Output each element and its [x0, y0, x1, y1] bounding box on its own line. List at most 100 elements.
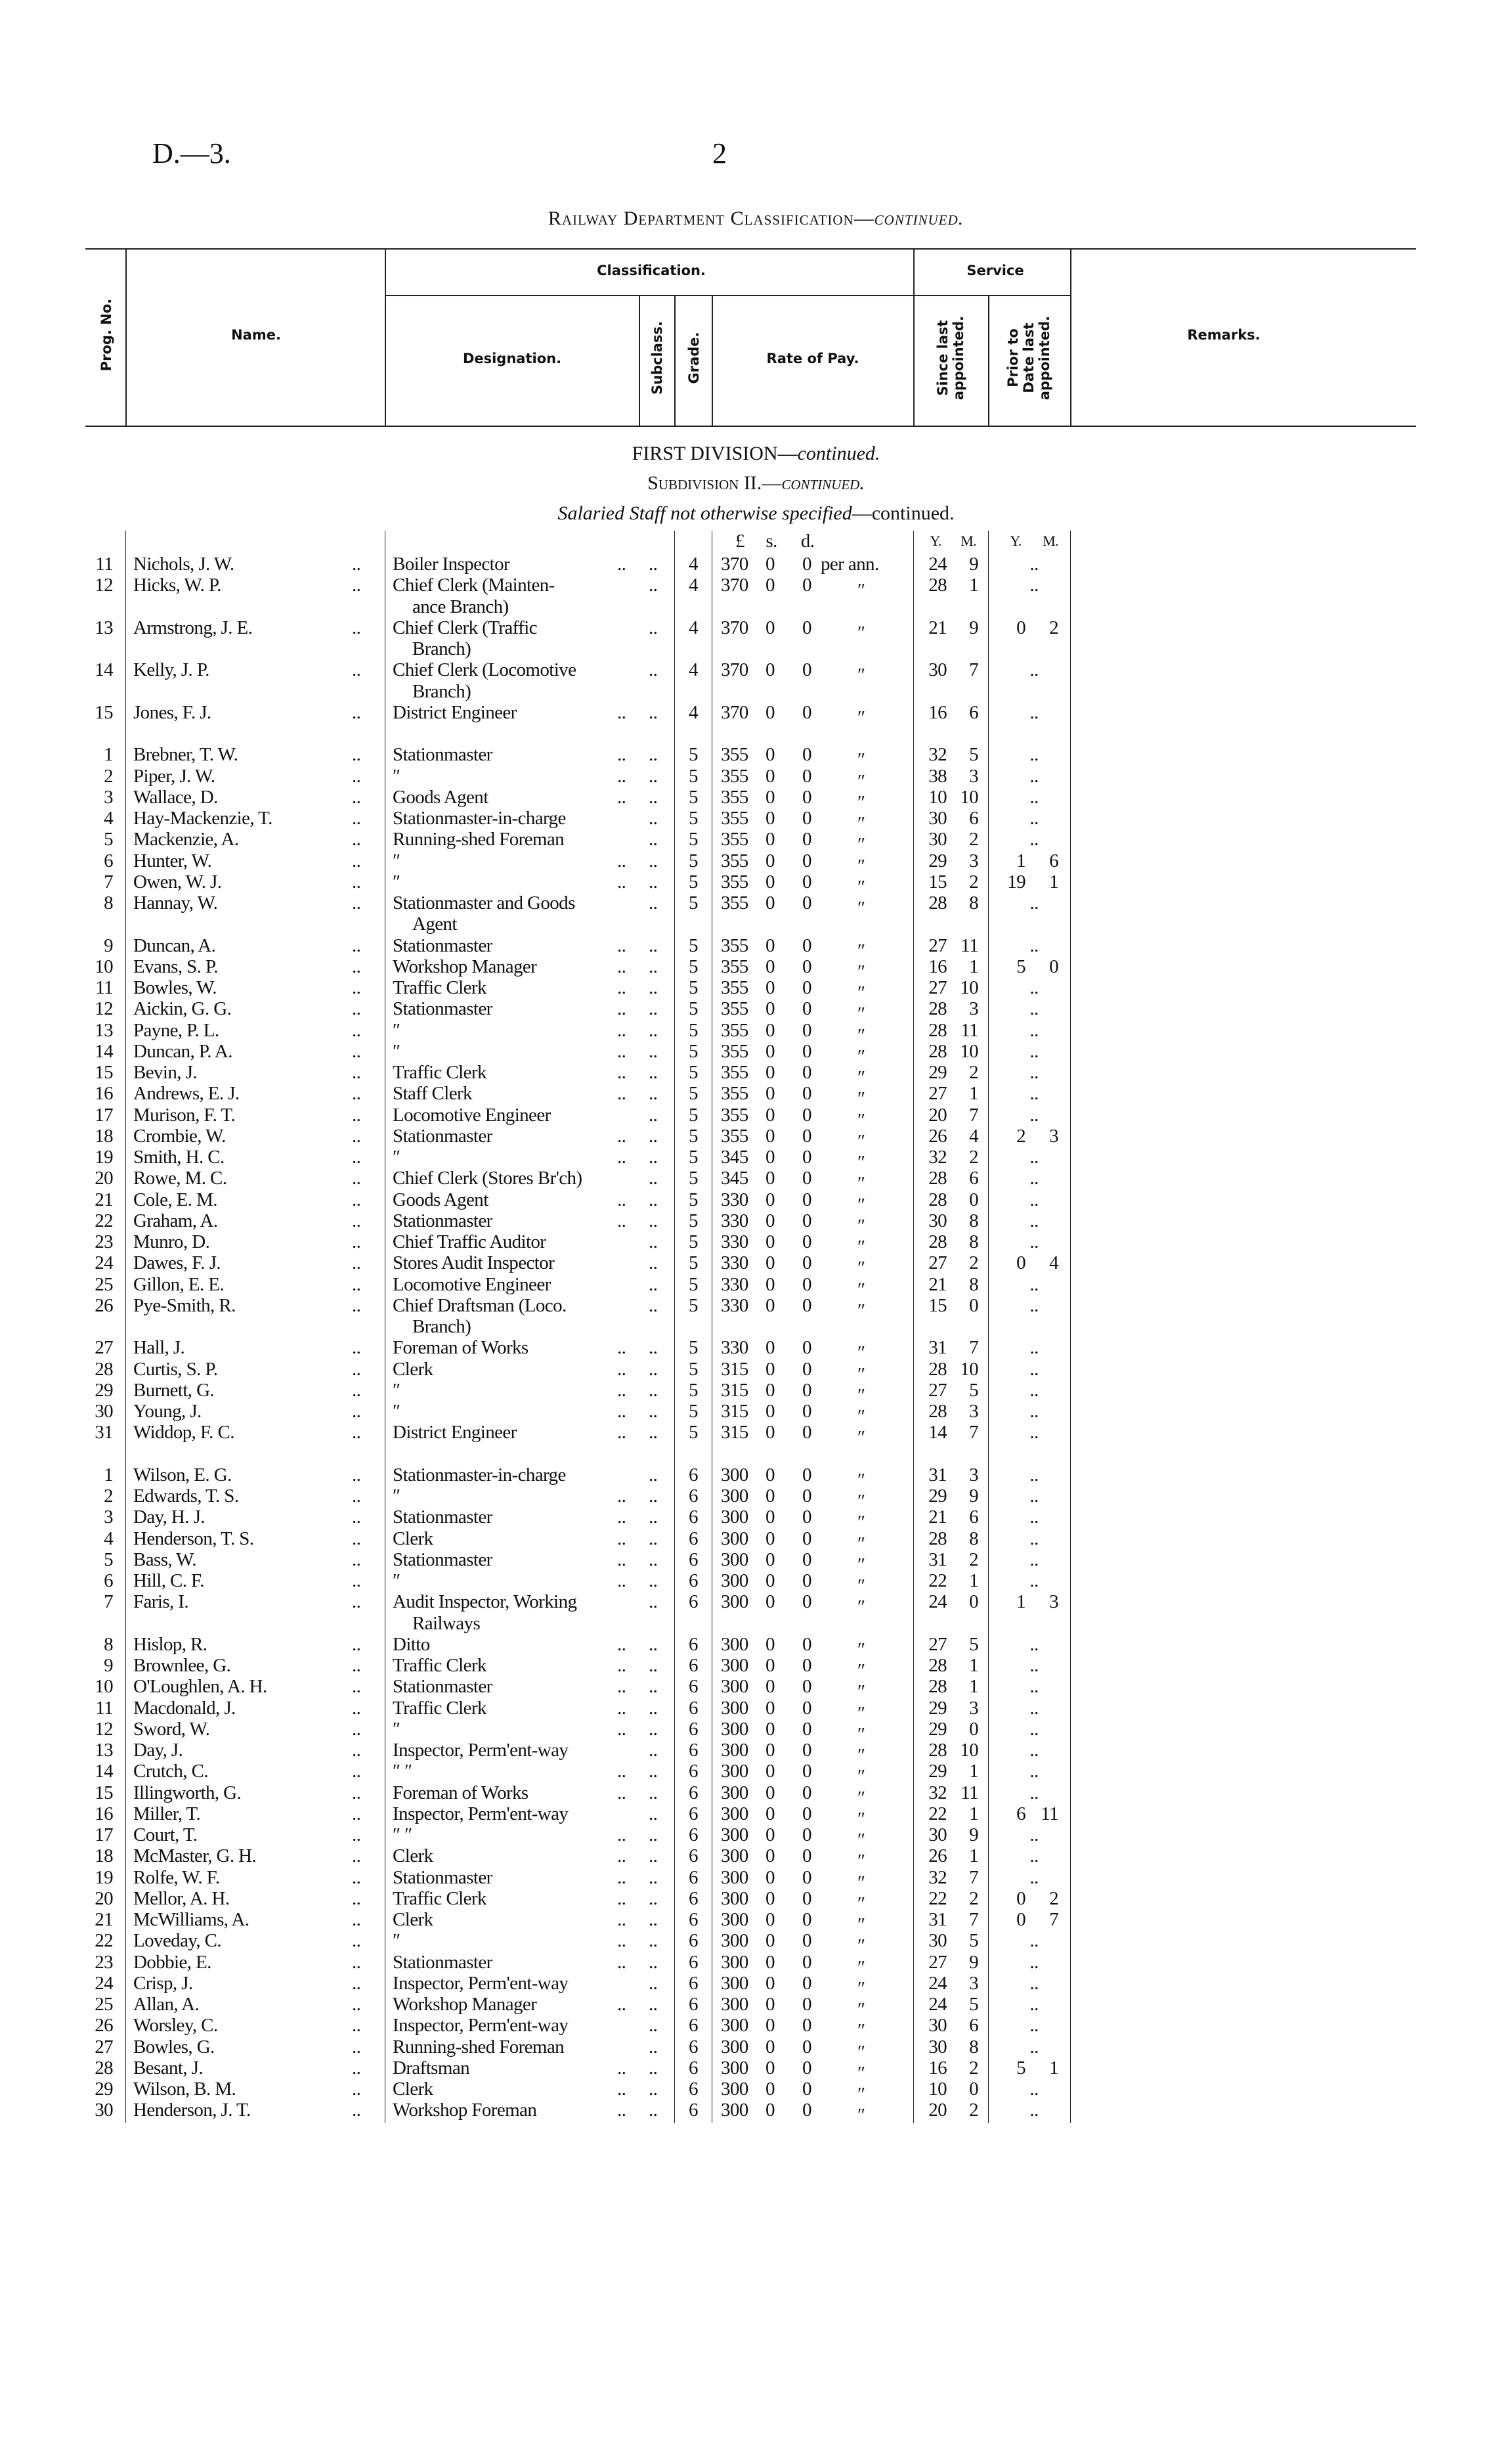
designation-leader: ..	[617, 1507, 626, 1528]
prior-service: ..	[1029, 1168, 1039, 1189]
designation-leader: ..	[617, 1549, 626, 1570]
grade: 6	[689, 1972, 699, 1994]
since-months: 6	[969, 808, 979, 829]
designation-leader: ..	[617, 998, 626, 1020]
grade: 6	[689, 1697, 699, 1719]
name: Edwards, T. S.	[133, 1486, 239, 1507]
designation: ″ ″	[393, 1824, 412, 1845]
ditto-mark: ″	[857, 1999, 865, 2020]
designation: Stationmaster	[393, 744, 492, 766]
pay-pence: 0	[802, 1803, 812, 1824]
name: Young, J.	[133, 1401, 202, 1422]
prior-service: ..	[1029, 1273, 1039, 1295]
designation: Chief Clerk (Stores Br'ch)	[393, 1168, 582, 1189]
prog-no: 18	[95, 1845, 113, 1867]
prior-service: ..	[1029, 554, 1039, 575]
since-months: 5	[969, 1379, 979, 1401]
name-leader: ..	[352, 1273, 361, 1295]
grade: 5	[689, 829, 699, 850]
since-years: 31	[928, 1337, 947, 1359]
since-years: 24	[928, 1994, 947, 2015]
prog-no: 19	[95, 1147, 113, 1168]
ditto-mark: ″	[857, 622, 865, 644]
name-leader: ..	[352, 1697, 361, 1719]
grade: 6	[689, 1591, 699, 1613]
unit-prior-years: Y.	[1010, 533, 1022, 549]
prior-service: ..	[1029, 998, 1039, 1020]
prog-no: 14	[95, 1040, 113, 1062]
since-months: 2	[969, 1147, 979, 1168]
prog-no: 14	[95, 1761, 113, 1782]
since-months: 8	[969, 1273, 979, 1295]
grade: 6	[689, 1740, 699, 1761]
since-months: 9	[969, 1951, 979, 1973]
designation: Chief Clerk (Traffic|Branch)	[393, 617, 538, 659]
name-leader: ..	[352, 2079, 361, 2100]
name: Evans, S. P.	[133, 956, 219, 977]
grade: 6	[689, 1994, 699, 2015]
prog-no: 31	[95, 1422, 113, 1443]
name: Piper, J. W.	[133, 765, 215, 787]
grade: 5	[689, 808, 699, 829]
name: Hall, J.	[133, 1337, 185, 1359]
pay-pence: 0	[802, 1549, 812, 1570]
pay-pounds: 300	[721, 1866, 748, 1888]
since-months: 2	[969, 1549, 979, 1570]
grade: 5	[689, 1083, 699, 1105]
unit-since-years: Y.	[930, 533, 941, 549]
name: Wallace, D.	[133, 786, 218, 808]
pay-pence: 0	[802, 850, 812, 871]
since-years: 26	[928, 1125, 947, 1147]
designation: ″	[393, 1379, 400, 1401]
header-prior-to-date: Prior to Date last appointed.	[1005, 315, 1052, 401]
prior-service: ..	[1029, 1697, 1039, 1719]
since-months: 5	[969, 1633, 979, 1655]
pay-pounds: 300	[721, 1845, 748, 1867]
name: Faris, I.	[133, 1591, 189, 1613]
prior-service: ..	[1029, 1951, 1039, 1973]
since-months: 3	[969, 850, 979, 871]
unit-since-months: M.	[961, 533, 976, 549]
pay-pounds: 355	[721, 1062, 748, 1083]
prior-service: ..	[1029, 1231, 1039, 1252]
prior-service: ..	[1029, 659, 1039, 681]
header-classification: Classification.	[597, 263, 706, 278]
pay-shillings: 0	[766, 617, 775, 638]
pay-pounds: 300	[721, 1570, 748, 1591]
ditto-mark: ″	[857, 1596, 865, 1618]
pay-pounds: 355	[721, 765, 748, 787]
grade: 5	[689, 1147, 699, 1168]
since-years: 30	[928, 659, 947, 681]
ditto-mark: ″	[857, 707, 865, 728]
prior-service: ..	[1029, 1083, 1039, 1105]
pay-shillings: 0	[766, 1740, 775, 1761]
grade: 6	[689, 2015, 699, 2036]
subclass: ..	[649, 1994, 658, 2015]
designation: Clerk	[393, 1528, 433, 1549]
prog-no: 7	[104, 1591, 114, 1613]
name: Nichols, J. W.	[133, 554, 234, 575]
pay-shillings: 0	[766, 1168, 775, 1189]
subclass: ..	[649, 1040, 658, 1062]
page-title: Railway Department Classification—contin…	[0, 208, 1512, 230]
header-grade: Grade.	[686, 332, 702, 384]
grade: 5	[689, 892, 699, 913]
since-years: 22	[928, 1803, 947, 1824]
prior-service: ..	[1029, 1040, 1039, 1062]
designation: Stationmaster-in-charge	[393, 1464, 566, 1486]
pay-shillings: 0	[766, 2036, 775, 2058]
since-months: 5	[969, 1994, 979, 2015]
grade: 5	[689, 1019, 699, 1041]
since-years: 10	[928, 2079, 947, 2100]
since-years: 28	[928, 892, 947, 913]
pay-shillings: 0	[766, 1930, 775, 1952]
designation: Staff Clerk	[393, 1083, 473, 1105]
unit-prior-months: M.	[1043, 533, 1058, 549]
pay-pence: 0	[802, 1507, 812, 1528]
pay-pence: 0	[802, 1019, 812, 1041]
prior-service: ..	[1029, 1761, 1039, 1782]
pay-shillings: 0	[766, 1401, 775, 1422]
since-years: 28	[928, 1676, 947, 1698]
designation-leader: ..	[617, 1125, 626, 1147]
pay-pounds: 300	[721, 2057, 748, 2079]
